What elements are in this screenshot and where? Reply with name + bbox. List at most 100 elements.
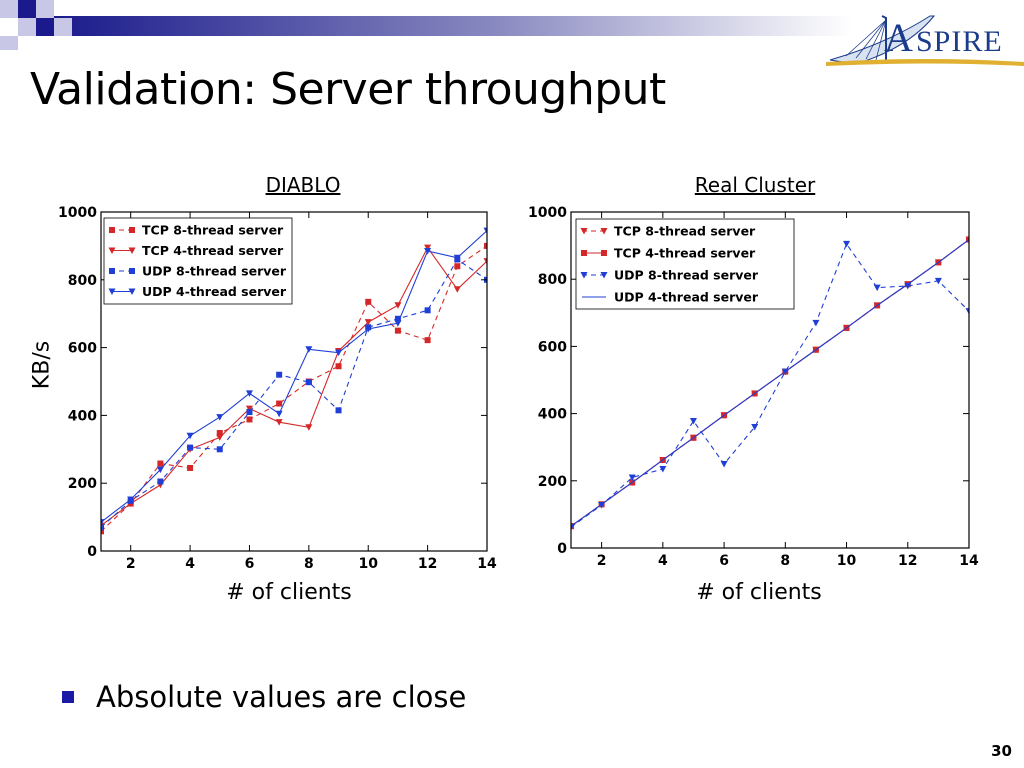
x-tick-0: 2 [597,212,607,569]
legend-marker-0a [109,227,115,233]
y-tick-label-5: 1000 [58,205,97,221]
legend-entry-2: UDP 8-thread server [109,264,287,279]
data-point-0-8 [335,363,342,370]
data-point-2-0 [101,524,104,531]
x-axis-label-real-cluster: # of clients [696,580,822,605]
x-tick-5: 12 [898,212,918,569]
data-point-3-13 [483,227,487,235]
legend-entry-3: UDP 4-thread server [582,290,759,305]
legend-marker-2b [600,272,608,279]
data-point-1-10 [394,302,402,309]
y-tick-4: 800 [538,272,969,288]
data-point-1-13 [483,258,487,265]
data-point-0-9 [365,298,372,305]
legend-entry-1: TCP 4-thread server [581,246,756,261]
x-tick-label-3: 8 [780,553,790,569]
data-point-3-8 [335,349,343,357]
x-tick-6: 14 [959,212,979,569]
y-tick-5: 1000 [528,205,969,221]
data-point-2-8 [335,407,342,414]
y-tick-2: 400 [538,407,969,423]
legend-entry-2: UDP 8-thread server [580,268,759,283]
y-tick-label-3: 600 [68,341,97,357]
x-tick-label-2: 6 [719,553,729,569]
legend-entry-1: TCP 4-thread server [108,243,284,258]
data-point-1-5 [245,405,253,413]
legend-label-3: UDP 4-thread server [614,290,759,305]
legend-entry-0: TCP 8-thread server [109,223,284,238]
data-point-2-10 [873,284,881,292]
chart-title-real-cluster: Real Cluster [694,173,816,197]
data-point-2-4 [689,417,697,425]
legend-label-0: TCP 8-thread server [614,224,756,239]
data-point-2-5 [246,409,253,416]
x-tick-label-0: 2 [126,556,136,572]
y-tick-label-2: 400 [538,407,567,423]
data-point-2-12 [934,277,942,285]
legend-label-3: UDP 4-thread server [142,284,287,299]
y-tick-3: 600 [68,341,487,357]
y-tick-label-4: 800 [68,273,97,289]
legend-label-1: TCP 4-thread server [614,246,756,261]
data-point-2-10 [394,315,401,322]
data-point-3-2 [156,466,164,474]
plot-area [101,227,487,535]
x-tick-label-6: 14 [959,553,979,569]
y-tick-2: 400 [68,408,487,424]
legend-marker-1b [128,247,136,254]
legend-marker-0b [129,227,135,233]
data-point-3-11 [424,247,432,255]
legend: TCP 8-thread server TCP 4-thread server UD… [575,218,795,310]
data-point-2-11 [904,282,912,290]
data-point-0-4 [216,430,223,437]
data-point-2-7 [305,379,312,386]
y-tick-label-5: 1000 [528,205,567,221]
x-tick-2: 6 [245,212,255,572]
legend: TCP 8-thread server TCP 4-thread server UD… [103,217,293,305]
x-tick-5: 12 [418,212,437,572]
data-point-1-12 [453,286,461,293]
x-tick-label-0: 2 [597,553,607,569]
data-point-2-4 [216,446,223,453]
y-tick-label-3: 600 [538,339,567,355]
legend-marker-1b [601,250,607,256]
x-tick-label-3: 8 [304,556,314,572]
data-point-3-9 [364,325,372,333]
legend-label-2: UDP 8-thread server [614,268,759,283]
x-tick-label-4: 10 [358,556,378,572]
x-axis-label-diablo: # of clients [226,580,352,605]
y-tick-label-4: 800 [538,272,567,288]
legend-box [575,218,795,310]
legend-marker-1a [108,247,116,254]
bullet-item: Absolute values are close [62,680,466,714]
x-tick-1: 4 [658,212,668,569]
y-tick-label-1: 200 [68,476,97,492]
y-tick-5: 1000 [58,205,487,221]
data-point-2-8 [812,319,820,327]
data-point-3-5 [245,390,253,397]
data-point-1-11 [424,244,432,252]
series-line-0 [101,245,487,532]
data-point-0-6 [276,400,283,407]
y-tick-1: 200 [538,474,969,490]
series-line-3 [101,230,487,523]
data-point-3-1 [127,496,135,503]
x-tick-label-4: 10 [837,553,857,569]
data-point-1-9 [364,319,372,326]
x-tick-label-2: 6 [245,556,255,572]
legend-label-1: TCP 4-thread server [142,243,284,258]
data-point-2-5 [720,461,728,468]
legend-marker-0b [600,228,608,235]
bullet-square-icon [62,691,74,703]
data-point-0-13 [484,242,487,249]
x-tick-2: 6 [719,212,729,569]
data-point-0-5 [246,416,253,423]
legend-label-0: TCP 8-thread server [142,223,284,238]
x-tick-3: 8 [780,212,790,569]
data-point-0-2 [157,460,164,467]
x-tick-3: 8 [304,212,314,572]
axes-frame [100,211,488,552]
data-point-2-11 [424,307,431,314]
